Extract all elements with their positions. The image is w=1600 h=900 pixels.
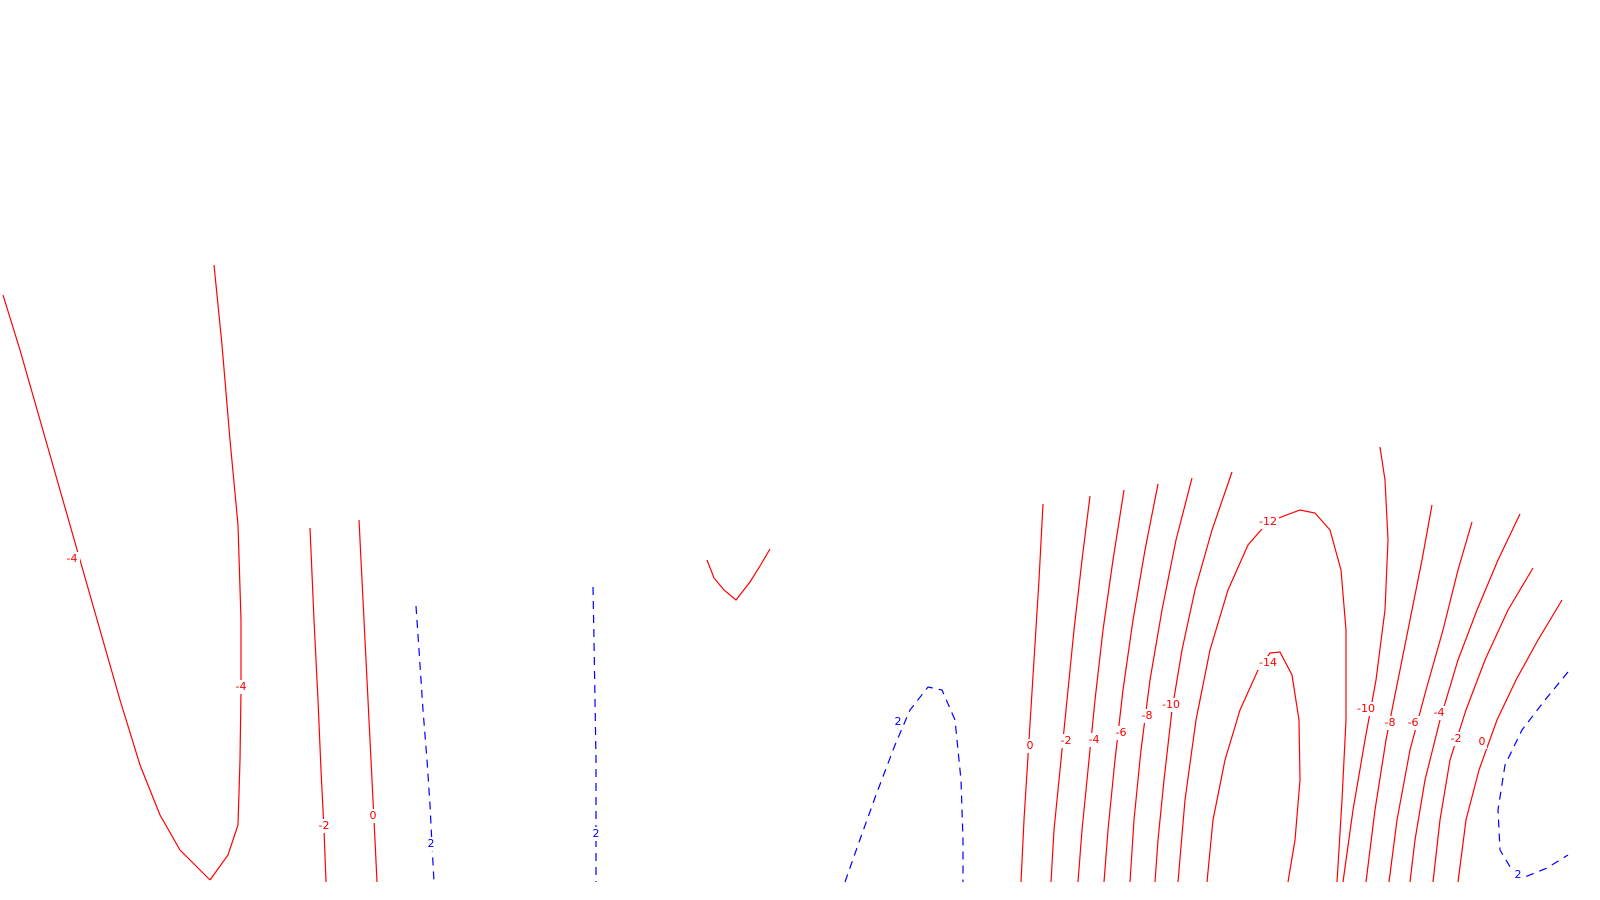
- contour-label: -10: [1162, 698, 1180, 711]
- contour-line-neg10-right: [1154, 471, 1233, 883]
- contour-label-background: [1139, 709, 1155, 723]
- contour-labels: -4 -4 -2 0 2 2 2 0 -2 -4 -6 -8 -10 -12 -14 -10 -8 -6 -4 -2 0…: [64, 515, 1523, 882]
- contour-label: -8: [1142, 709, 1153, 722]
- contour-label: 0: [370, 809, 377, 822]
- contour-label-background: [426, 837, 436, 851]
- contour-label-background: [591, 827, 601, 841]
- contour-label-group: -10: [1160, 698, 1182, 712]
- contour-label-background: [316, 819, 332, 833]
- contour-line-neg4-far: [1409, 513, 1521, 883]
- contour-label-group: -6: [1113, 726, 1129, 740]
- contour-line-neg2-far: [1432, 567, 1534, 883]
- contour-line-0-far: [1457, 599, 1563, 883]
- contour-label: -12: [1259, 515, 1277, 528]
- contour-label-background: [1257, 656, 1279, 670]
- contour-label-group: 2: [893, 715, 903, 729]
- contour-label: -14: [1259, 656, 1277, 669]
- contour-label-group: -2: [316, 819, 332, 833]
- contour-label-background: [1025, 739, 1035, 753]
- contour-label-background: [1113, 726, 1129, 740]
- contour-line-0-left: [358, 519, 378, 883]
- contour-label-group: -4: [233, 680, 249, 694]
- contour-line-0-right: [1020, 503, 1044, 883]
- contour-line-neg10-far: [1342, 446, 1389, 883]
- contour-line-neg-v: [706, 548, 771, 601]
- contour-line-2-mid: [844, 686, 964, 883]
- contour-line-neg2-left: [309, 527, 327, 883]
- contour-label: -4: [67, 552, 78, 565]
- contour-line-neg4-right: [1077, 489, 1125, 883]
- contour-label-background: [1382, 716, 1398, 730]
- contour-label-background: [893, 715, 903, 729]
- contour-label: -10: [1357, 702, 1375, 715]
- contour-label-background: [1355, 702, 1377, 716]
- contour-label: 2: [428, 837, 435, 850]
- contour-label-background: [1086, 733, 1102, 747]
- contour-label-group: -4: [1431, 706, 1447, 720]
- contour-label-group: 0: [368, 809, 378, 823]
- contour-label-background: [1405, 716, 1421, 730]
- contour-label: -4: [1089, 733, 1100, 746]
- contour-label-background: [1257, 515, 1279, 529]
- contour-label-background: [1431, 706, 1447, 720]
- contour-label-group: 0: [1025, 739, 1035, 753]
- contour-label-group: -8: [1139, 709, 1155, 723]
- contour-label-background: [64, 552, 80, 566]
- contour-label: 2: [593, 827, 600, 840]
- contour-label-group: 2: [426, 837, 436, 851]
- contour-label-group: -6: [1405, 716, 1421, 730]
- contour-label: -6: [1116, 726, 1127, 739]
- contour-line-neg4-left-a: [2, 294, 211, 881]
- contour-label: -2: [1061, 734, 1072, 747]
- contour-line-neg2-right: [1050, 495, 1091, 883]
- contour-label: -2: [319, 819, 330, 832]
- contour-label: 0: [1027, 739, 1034, 752]
- contour-label-group: -14: [1257, 656, 1279, 670]
- contour-label-background: [1477, 735, 1487, 749]
- contour-label-group: -8: [1382, 716, 1398, 730]
- contour-line-neg6-far: [1388, 521, 1473, 883]
- contour-label-background: [1160, 698, 1182, 712]
- contour-label-group: -2: [1058, 734, 1074, 748]
- contour-label-group: -10: [1355, 702, 1377, 716]
- contour-line-2-far: [1497, 671, 1569, 878]
- contour-label-background: [1513, 868, 1523, 882]
- contour-label: -4: [236, 680, 247, 693]
- contour-label-background: [1058, 734, 1074, 748]
- contour-label: -6: [1408, 716, 1419, 729]
- contour-lines: [2, 264, 1569, 883]
- contour-line-neg4-left-b: [209, 264, 242, 881]
- contour-line-neg14: [1206, 651, 1301, 883]
- contour-label-group: 0: [1477, 735, 1487, 749]
- contour-label-group: 2: [591, 827, 601, 841]
- contour-label: 0: [1479, 735, 1486, 748]
- contour-label-group: -4: [1086, 733, 1102, 747]
- contour-label-group: -4: [64, 552, 80, 566]
- contour-label: -8: [1385, 716, 1396, 729]
- contour-line-neg8-right: [1129, 477, 1193, 883]
- contour-label-group: -2: [1448, 732, 1464, 746]
- contour-label-background: [1448, 732, 1464, 746]
- contour-label-background: [368, 809, 378, 823]
- contour-label-group: 2: [1513, 868, 1523, 882]
- contour-label: 2: [1515, 868, 1522, 881]
- contour-label: 2: [895, 715, 902, 728]
- contour-label: -2: [1451, 732, 1462, 745]
- contour-line-neg8-far: [1365, 504, 1433, 883]
- contour-label-background: [233, 680, 249, 694]
- contour-line-neg12: [1177, 509, 1347, 883]
- contour-label-group: -12: [1257, 515, 1279, 529]
- contour-label: -4: [1434, 706, 1445, 719]
- contour-line-neg6-right: [1103, 483, 1159, 883]
